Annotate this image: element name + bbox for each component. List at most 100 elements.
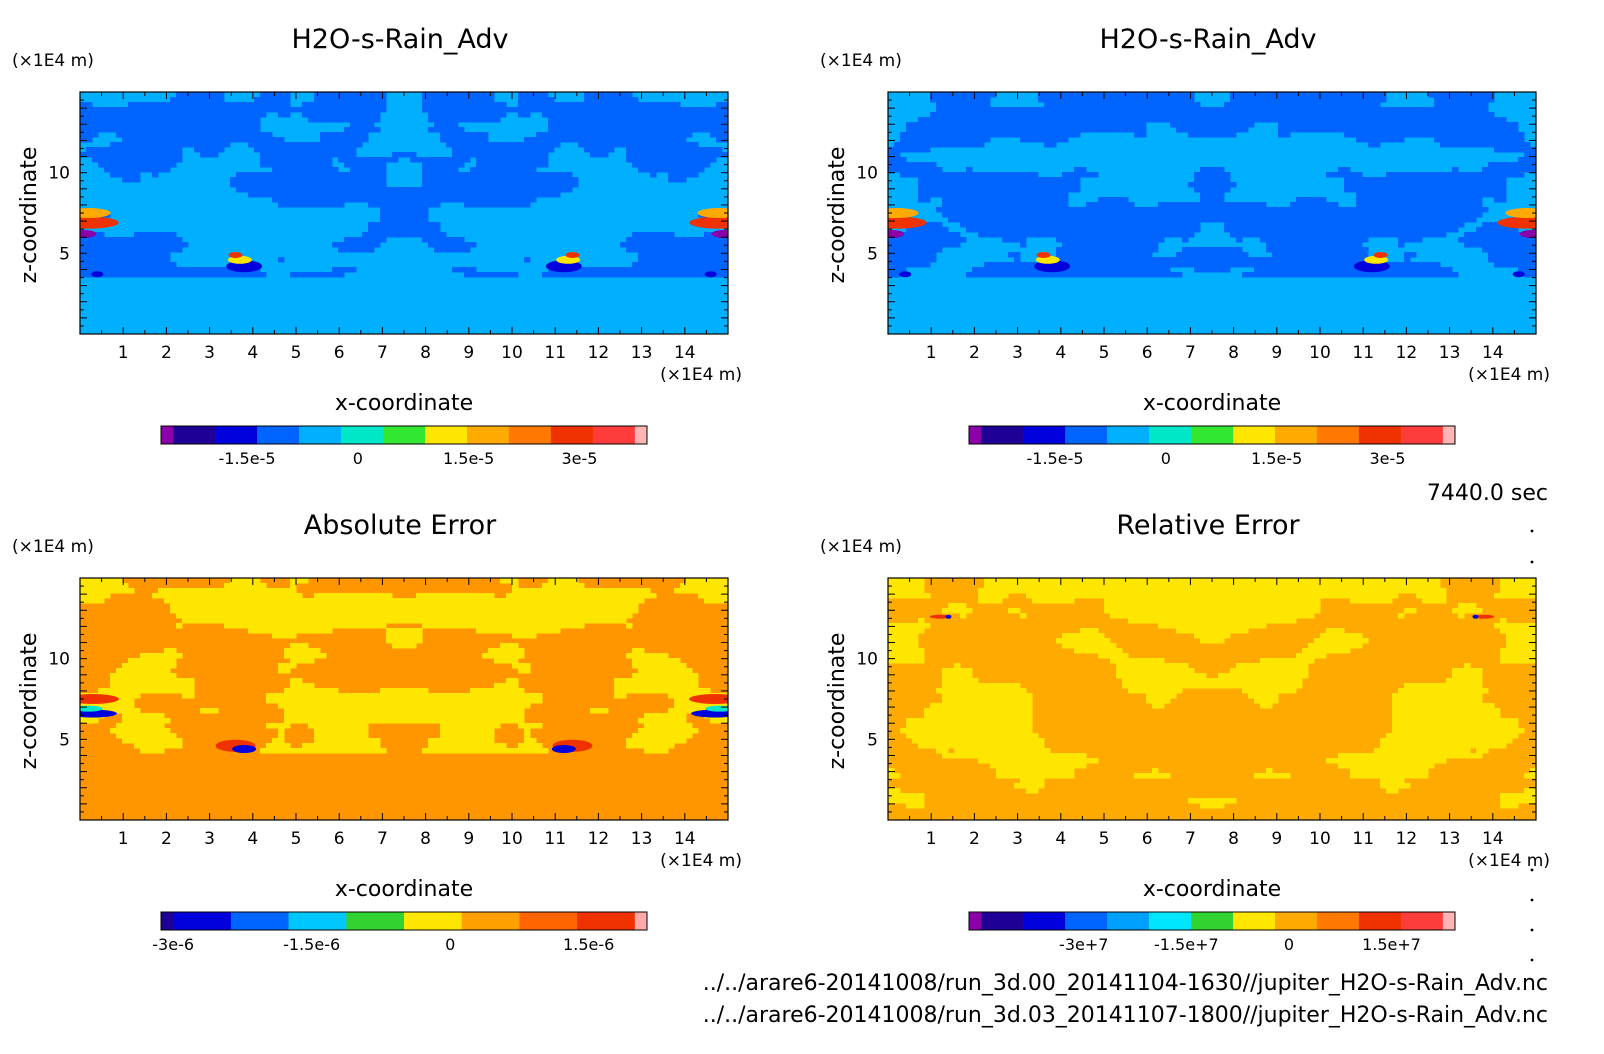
x-tick-label: 9	[463, 343, 474, 363]
colorbar-swatch	[1274, 426, 1318, 444]
x-tick-label: 3	[1012, 343, 1023, 363]
colorbar-swatch	[173, 426, 216, 444]
colorbar-swatch	[508, 426, 552, 444]
x-tick-label: 4	[247, 829, 258, 849]
x-tick-label: 6	[1142, 829, 1153, 849]
y-tick-label: 5	[59, 730, 70, 750]
colorbar-swatch	[550, 426, 594, 444]
file-path-2: ../../arare6-20141008/run_3d.03_20141107…	[703, 1003, 1548, 1028]
x-tick-label: 4	[1055, 829, 1066, 849]
x-tick-label: 5	[291, 829, 302, 849]
y-tick-label: 10	[48, 650, 70, 670]
x-tick-label: 11	[1352, 343, 1374, 363]
colorbar-frame	[968, 911, 1456, 931]
file-path-1: ../../arare6-20141008/run_3d.00_20141104…	[703, 971, 1548, 996]
colorbar-swatch	[341, 426, 384, 444]
colorbar-swatch	[1400, 426, 1444, 444]
panel-title: Absolute Error	[304, 510, 497, 541]
colorbar: -1.5e-5 0 1.5e-5 3e-5	[968, 425, 1456, 468]
y-tick-label: 10	[856, 650, 878, 670]
x-tick-label: 2	[161, 829, 172, 849]
colorbar-swatch	[383, 426, 426, 444]
x-ticks	[79, 578, 729, 820]
panel-bottom-left: Absolute Error(×1E4 m)1 2 3 4 5 6 7 8 9 10 11 12 13 1…	[12, 510, 742, 954]
y-axis-label: z-coordinate	[17, 633, 42, 770]
x-unit-label: (×1E4 m)	[660, 851, 742, 871]
x-tick-label: 6	[334, 829, 345, 849]
colorbar-label: 1.5e+7	[1362, 935, 1421, 954]
x-ticks	[887, 92, 1537, 334]
x-tick-label: 9	[463, 829, 474, 849]
x-tick-label: 2	[969, 829, 980, 849]
x-tick-label: 12	[1396, 829, 1418, 849]
y-unit-label: (×1E4 m)	[12, 537, 94, 557]
y-unit-label: (×1E4 m)	[820, 51, 902, 71]
colorbar-swatch	[1358, 912, 1402, 930]
colorbar-label: -1.5e-5	[1027, 449, 1084, 468]
colorbar-swatch	[969, 426, 982, 444]
contour-field	[80, 92, 728, 334]
panel-bottom-right: Relative Error(×1E4 m)1 2 3 4 5 6 7 8 9 10 11 12 13 1…	[820, 510, 1550, 954]
colorbar-swatch	[1149, 426, 1192, 444]
colorbar-swatch	[1232, 426, 1276, 444]
colorbar-label: -3e+7	[1059, 935, 1108, 954]
x-tick-label: 4	[247, 343, 258, 363]
colorbar-frame	[968, 425, 1456, 445]
colorbar-label: -1.5e-5	[219, 449, 276, 468]
panel-title: H2O-s-Rain_Adv	[1100, 24, 1317, 55]
x-tick-label: 2	[161, 343, 172, 363]
side-dots	[1530, 529, 1534, 962]
colorbar-swatch	[257, 426, 300, 444]
x-unit-label: (×1E4 m)	[660, 365, 742, 385]
colorbar-swatch	[424, 426, 468, 444]
colorbar: -3e-6 -1.5e-6 0 1.5e-6	[152, 911, 648, 954]
colorbar-label: 0	[1161, 449, 1171, 468]
colorbar-swatch	[592, 426, 636, 444]
x-tick-label: 14	[674, 343, 696, 363]
colorbar-swatch	[969, 912, 982, 930]
x-tick-label: 4	[1055, 343, 1066, 363]
x-tick-label: 7	[377, 829, 388, 849]
x-ticks	[887, 578, 1537, 820]
x-axis-label: x-coordinate	[335, 877, 473, 902]
x-tick-label: 3	[204, 343, 215, 363]
colorbar-swatch	[1065, 912, 1108, 930]
colorbar-swatch	[519, 912, 578, 930]
y-unit-label: (×1E4 m)	[820, 537, 902, 557]
colorbar-swatch	[1191, 426, 1234, 444]
x-tick-label: 3	[1012, 829, 1023, 849]
x-axis-label: x-coordinate	[1143, 877, 1281, 902]
colorbar: -3e+7 -1.5e+7 0 1.5e+7	[968, 911, 1456, 954]
colorbar-label: 0	[445, 935, 455, 954]
y-axis-label: z-coordinate	[17, 147, 42, 284]
x-tick-label: 10	[501, 829, 523, 849]
x-tick-label: 13	[631, 343, 653, 363]
colorbar-swatch	[466, 426, 510, 444]
x-tick-label: 7	[1185, 343, 1196, 363]
x-axis-label: x-coordinate	[1143, 391, 1281, 416]
x-tick-label: 6	[334, 343, 345, 363]
colorbar-swatch	[577, 912, 636, 930]
colorbar-label: 3e-5	[1369, 449, 1405, 468]
colorbar-swatch	[634, 912, 648, 930]
colorbar-swatch	[161, 912, 174, 930]
x-tick-label: 13	[1439, 829, 1461, 849]
colorbar-label: -3e-6	[152, 935, 194, 954]
colorbar-swatch	[1023, 426, 1066, 444]
x-tick-label: 10	[1309, 829, 1331, 849]
y-tick-label: 5	[59, 244, 70, 264]
colorbar-swatch	[1316, 912, 1360, 930]
x-tick-label: 1	[118, 343, 129, 363]
colorbar-swatch	[288, 912, 347, 930]
x-tick-label: 8	[420, 829, 431, 849]
colorbar-label: 0	[1284, 935, 1294, 954]
x-tick-label: 1	[926, 343, 937, 363]
x-unit-label: (×1E4 m)	[1468, 851, 1550, 871]
panel-top-left: H2O-s-Rain_Adv(×1E4 m)1 2 3 4 5 6 7 8 9 10 11 12 13 1…	[12, 24, 742, 468]
x-tick-label: 5	[1099, 343, 1110, 363]
x-tick-label: 14	[1482, 343, 1504, 363]
colorbar-swatch	[404, 912, 463, 930]
x-axis-label: x-coordinate	[335, 391, 473, 416]
colorbar-swatch	[634, 426, 648, 444]
x-tick-label: 11	[544, 343, 566, 363]
